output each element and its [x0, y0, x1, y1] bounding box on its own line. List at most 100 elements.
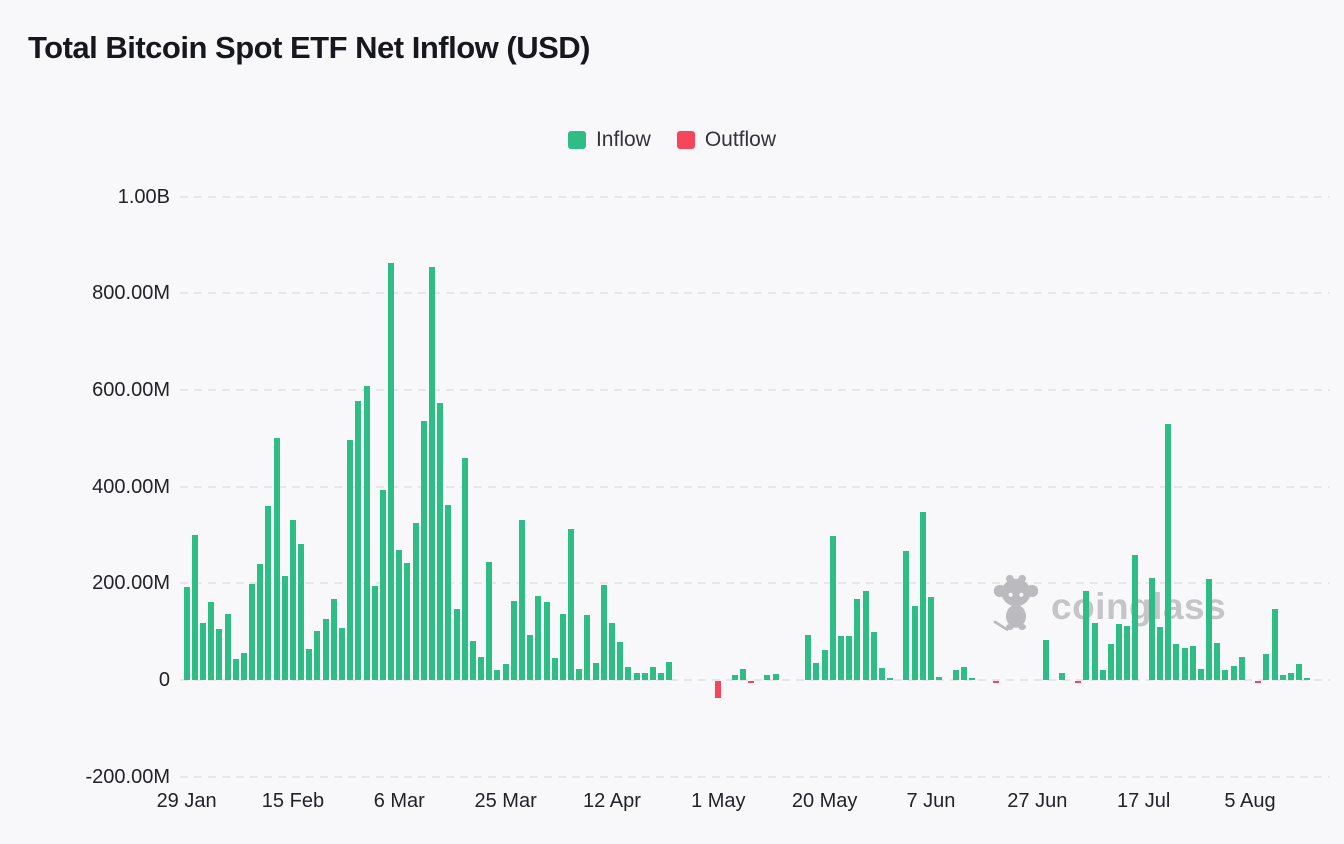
inflow-bar[interactable]: [265, 505, 272, 680]
inflow-bar[interactable]: [608, 622, 615, 680]
inflow-bar[interactable]: [437, 402, 444, 680]
inflow-bar[interactable]: [1263, 653, 1270, 680]
inflow-bar[interactable]: [551, 657, 558, 680]
outflow-bar[interactable]: [1075, 681, 1082, 683]
inflow-bar[interactable]: [838, 636, 844, 680]
inflow-bar[interactable]: [404, 562, 411, 680]
inflow-bar[interactable]: [936, 677, 943, 680]
inflow-bar[interactable]: [535, 595, 542, 680]
inflow-bar[interactable]: [1091, 622, 1098, 680]
inflow-bar[interactable]: [1107, 644, 1114, 680]
inflow-bar[interactable]: [821, 650, 828, 680]
inflow-bar[interactable]: [1058, 672, 1065, 680]
inflow-bar[interactable]: [412, 522, 419, 680]
inflow-bar[interactable]: [461, 457, 468, 680]
inflow-bar[interactable]: [952, 669, 959, 680]
legend-item-inflow[interactable]: Inflow: [567, 128, 651, 152]
inflow-bar[interactable]: [371, 585, 378, 680]
inflow-bar[interactable]: [903, 550, 910, 680]
inflow-bar[interactable]: [388, 263, 395, 680]
inflow-bar[interactable]: [846, 636, 853, 680]
inflow-bar[interactable]: [216, 628, 223, 680]
inflow-bar[interactable]: [1132, 554, 1139, 680]
inflow-bar[interactable]: [731, 674, 738, 680]
inflow-bar[interactable]: [813, 662, 820, 680]
inflow-bar[interactable]: [347, 439, 354, 680]
inflow-bar[interactable]: [1214, 642, 1221, 680]
inflow-bar[interactable]: [355, 400, 362, 680]
inflow-bar[interactable]: [330, 598, 337, 680]
inflow-bar[interactable]: [1116, 623, 1123, 680]
inflow-bar[interactable]: [592, 663, 599, 680]
inflow-bar[interactable]: [911, 606, 918, 680]
inflow-bar[interactable]: [224, 613, 231, 680]
inflow-bar[interactable]: [764, 674, 771, 680]
inflow-bar[interactable]: [658, 672, 665, 680]
inflow-bar[interactable]: [584, 614, 591, 680]
inflow-bar[interactable]: [617, 641, 624, 680]
inflow-bar[interactable]: [870, 631, 877, 680]
inflow-bar[interactable]: [420, 421, 427, 680]
inflow-bar[interactable]: [887, 678, 894, 680]
inflow-bar[interactable]: [633, 672, 640, 680]
inflow-bar[interactable]: [289, 519, 296, 680]
inflow-bar[interactable]: [927, 596, 934, 680]
inflow-bar[interactable]: [1230, 665, 1237, 680]
inflow-bar[interactable]: [878, 667, 885, 680]
inflow-bar[interactable]: [1148, 577, 1155, 680]
inflow-bar[interactable]: [1189, 646, 1196, 680]
inflow-bar[interactable]: [1296, 664, 1303, 680]
inflow-bar[interactable]: [306, 649, 313, 680]
inflow-bar[interactable]: [322, 618, 329, 680]
inflow-bar[interactable]: [363, 385, 370, 680]
inflow-bar[interactable]: [1287, 672, 1294, 680]
inflow-bar[interactable]: [1157, 626, 1164, 680]
inflow-bar[interactable]: [1222, 669, 1229, 680]
inflow-bar[interactable]: [183, 586, 190, 680]
inflow-bar[interactable]: [191, 535, 198, 680]
inflow-bar[interactable]: [919, 511, 926, 680]
outflow-bar[interactable]: [748, 681, 755, 683]
inflow-bar[interactable]: [240, 652, 247, 680]
inflow-bar[interactable]: [559, 613, 566, 680]
inflow-bar[interactable]: [502, 664, 509, 680]
inflow-bar[interactable]: [208, 601, 215, 680]
inflow-bar[interactable]: [281, 575, 288, 680]
legend-item-outflow[interactable]: Outflow: [676, 128, 776, 152]
inflow-bar[interactable]: [739, 669, 746, 680]
inflow-bar[interactable]: [772, 674, 779, 680]
inflow-bar[interactable]: [1083, 590, 1090, 680]
outflow-bar[interactable]: [993, 681, 1000, 683]
outflow-bar[interactable]: [715, 681, 722, 699]
inflow-bar[interactable]: [968, 678, 975, 680]
inflow-bar[interactable]: [469, 641, 476, 680]
inflow-bar[interactable]: [1165, 423, 1172, 680]
inflow-bar[interactable]: [518, 519, 525, 680]
inflow-bar[interactable]: [453, 608, 460, 680]
inflow-bar[interactable]: [1124, 625, 1131, 680]
inflow-bar[interactable]: [257, 563, 264, 680]
inflow-bar[interactable]: [1181, 648, 1188, 680]
inflow-bar[interactable]: [478, 657, 485, 680]
inflow-bar[interactable]: [379, 489, 386, 680]
inflow-bar[interactable]: [396, 549, 403, 680]
inflow-bar[interactable]: [1271, 608, 1278, 680]
inflow-bar[interactable]: [273, 438, 280, 680]
inflow-bar[interactable]: [641, 672, 648, 680]
inflow-bar[interactable]: [486, 561, 493, 680]
inflow-bar[interactable]: [199, 622, 206, 680]
inflow-bar[interactable]: [1238, 656, 1245, 680]
inflow-bar[interactable]: [510, 600, 517, 680]
inflow-bar[interactable]: [543, 601, 550, 680]
inflow-bar[interactable]: [1206, 578, 1213, 680]
inflow-bar[interactable]: [232, 658, 239, 680]
inflow-bar[interactable]: [1197, 669, 1204, 680]
inflow-bar[interactable]: [298, 543, 305, 680]
inflow-bar[interactable]: [1099, 669, 1106, 680]
inflow-bar[interactable]: [527, 635, 534, 680]
inflow-bar[interactable]: [429, 267, 435, 680]
inflow-bar[interactable]: [829, 536, 836, 680]
inflow-bar[interactable]: [249, 583, 256, 680]
inflow-bar[interactable]: [576, 668, 583, 680]
inflow-bar[interactable]: [568, 528, 575, 680]
